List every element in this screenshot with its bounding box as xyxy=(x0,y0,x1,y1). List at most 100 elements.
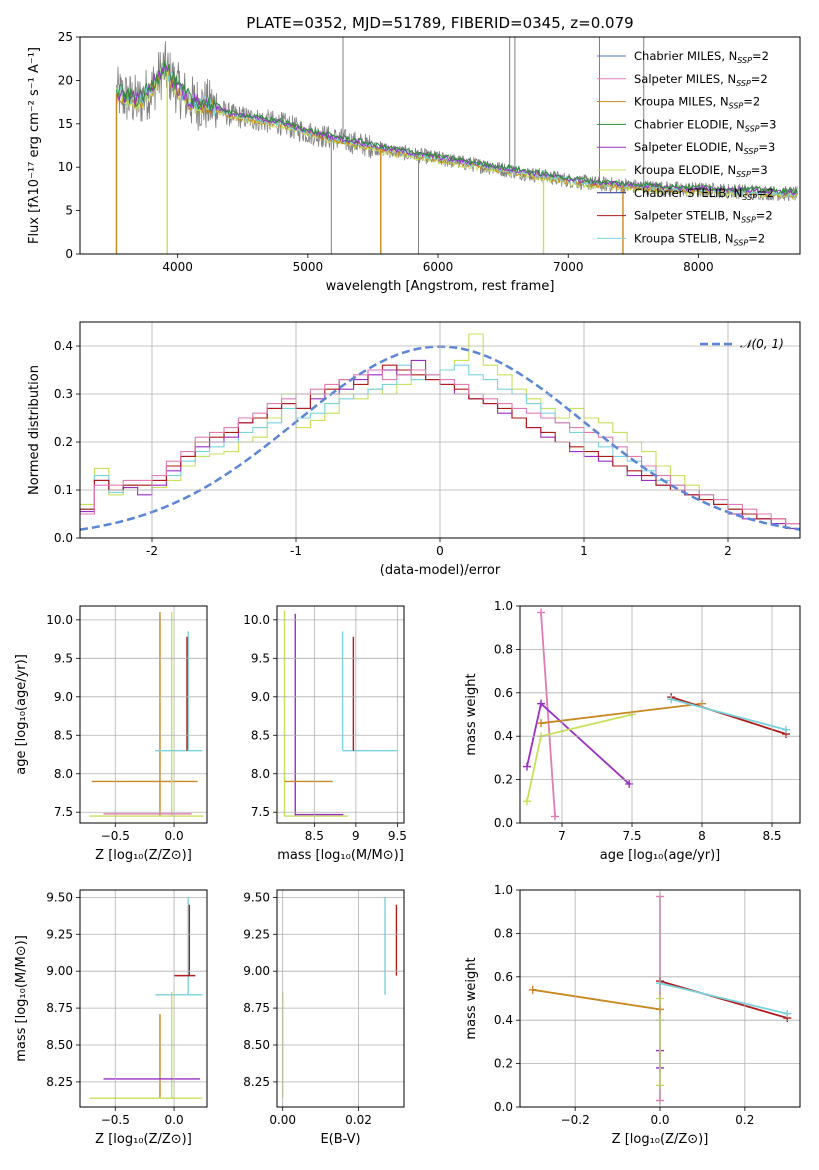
x-tick-label: 0.02 xyxy=(345,1113,372,1127)
x-axis-label: Z [log₁₀(Z/Z⊙)] xyxy=(95,1132,192,1147)
x-tick-label: 0.2 xyxy=(735,1113,754,1127)
x-tick-label: 9.5 xyxy=(388,829,407,843)
y-tick-label: 10 xyxy=(58,160,73,174)
y-tick-label: 9.00 xyxy=(46,964,73,978)
x-axis-label: wavelength [Angstrom, rest frame] xyxy=(326,279,555,294)
plot-area xyxy=(89,612,204,817)
y-tick-label: 9.0 xyxy=(251,690,270,704)
plot-frame xyxy=(79,36,801,255)
plot-area xyxy=(89,897,203,1099)
x-tick-label: 9 xyxy=(352,829,360,843)
legend-label-krou_elodie: Kroupa ELODIE, NSSP=3 xyxy=(634,163,768,179)
legend-suffix: =2 xyxy=(757,186,774,200)
y-tick-label: 0.2 xyxy=(54,435,73,449)
y-tick-label: 0.0 xyxy=(494,816,513,830)
legend-text: Kroupa STELIB, N xyxy=(634,231,734,245)
x-tick-label: 8000 xyxy=(683,260,714,274)
y-axis-label: mass weight xyxy=(464,957,479,1039)
legend-suffix: =2 xyxy=(748,231,765,245)
series-point-krou_stelib xyxy=(783,1009,792,1018)
chart-mass_vs_ebv: 0.00 0.02 8.25 8.50 8.75 9.00 9.25 9.50 E(B-V) xyxy=(243,889,405,1147)
series-line-salp_miles xyxy=(540,612,556,817)
legend-label-krou_stelib: Kroupa STELIB, NSSP=2 xyxy=(634,231,765,247)
series-line-krou_miles xyxy=(532,988,661,1011)
series-line-salp_elodie xyxy=(526,701,630,785)
chart-weight_vs_Z: −0.2 0.0 0.2 0.0 0.2 0.4 0.6 0.8 1.0 Z [log₁₀(Z/Z… xyxy=(464,883,801,1147)
legend-label-chab_stelib: Chabrier STELIB, NSSP=2 xyxy=(634,186,774,202)
series-line-krou_miles xyxy=(540,702,703,725)
legend-subscript: SSP xyxy=(744,147,759,156)
x-axis-label: Z [log₁₀(Z/Z⊙)] xyxy=(612,1132,709,1147)
x-tick-label: 0.00 xyxy=(269,1113,296,1127)
y-axis-label: Flux [fλ10⁻¹⁷ erg cm⁻² s⁻¹ A⁻¹] xyxy=(27,47,42,244)
y-tick-label: 0.2 xyxy=(494,1057,513,1071)
y-tick-label: 0.6 xyxy=(494,686,513,700)
x-tick-label: 8 xyxy=(698,829,706,843)
y-tick-label: 9.5 xyxy=(54,651,73,665)
x-tick-label: 1 xyxy=(580,544,588,558)
y-tick-label: 7.5 xyxy=(251,805,270,819)
chart-residuals: -2 -1 0 1 2 0.0 0.1 0.2 0.3 0.4 (data-model)/error… xyxy=(27,321,801,578)
spectrum-data-line xyxy=(116,41,798,202)
x-axis-label: mass [log₁₀(M/M⊙)] xyxy=(277,848,404,863)
y-tick-label: 9.00 xyxy=(243,964,270,978)
y-tick-label: 8.5 xyxy=(54,728,73,742)
legend-suffix: =3 xyxy=(751,163,768,177)
legend-suffix: =2 xyxy=(751,72,768,86)
x-tick-label: 7.5 xyxy=(622,829,641,843)
legend-text: Chabrier MILES, N xyxy=(634,49,737,63)
y-tick-label: 0.0 xyxy=(494,1100,513,1114)
y-axis-label: mass weight xyxy=(464,673,479,755)
y-tick-label: 20 xyxy=(58,73,73,87)
series-point-krou_elodie xyxy=(523,797,531,806)
x-tick-label: 6000 xyxy=(423,260,454,274)
y-tick-label: 0 xyxy=(65,247,73,261)
y-tick-label: 0.8 xyxy=(494,642,513,656)
series-line-krou_stelib xyxy=(659,982,788,1015)
series-line-salp_stelib xyxy=(659,980,788,1019)
y-tick-label: 0.6 xyxy=(494,970,513,984)
series-line-krou_elodie xyxy=(526,713,633,802)
x-axis-label: age [log₁₀(age/yr)] xyxy=(600,848,721,863)
legend-label-normal: 𝒩(0, 1) xyxy=(740,337,784,351)
x-tick-label: 8.5 xyxy=(305,829,324,843)
legend-text: Kroupa MILES, N xyxy=(634,95,729,109)
x-tick-label: 0 xyxy=(436,544,444,558)
chart-mass_vs_Z: −0.5 0.0 8.25 8.50 8.75 9.00 9.25 9.50 Z [log₁₀(… xyxy=(14,889,208,1147)
y-tick-label: 8.0 xyxy=(54,767,73,781)
y-tick-label: 8.75 xyxy=(243,1001,270,1015)
series-point-salp_elodie xyxy=(523,762,531,771)
y-tick-label: 9.25 xyxy=(46,927,73,941)
legend-label-krou_miles: Kroupa MILES, NSSP=2 xyxy=(634,95,760,111)
y-axis-label: age [log₁₀(age/yr)] xyxy=(14,654,29,775)
y-tick-label: 1.0 xyxy=(494,883,513,897)
y-tick-label: 9.0 xyxy=(54,690,73,704)
series-point-krou_miles xyxy=(528,985,537,994)
legend-subscript: SSP xyxy=(736,170,751,179)
legend-subscript: SSP xyxy=(742,193,757,202)
y-tick-label: 0.4 xyxy=(494,729,513,743)
y-tick-label: 8.0 xyxy=(251,767,270,781)
legend-label-chab_miles: Chabrier MILES, NSSP=2 xyxy=(634,49,769,65)
chart-age_vs_Z: −0.5 0.0 7.5 8.0 8.5 9.0 9.5 10.0 Z [log₁₀(Z/Z⊙)… xyxy=(14,605,208,863)
series-point-krou_miles xyxy=(537,719,545,728)
y-tick-label: 5 xyxy=(65,204,73,218)
plot-frame xyxy=(519,889,801,1108)
x-tick-label: −0.5 xyxy=(101,1113,130,1127)
x-tick-label: −0.5 xyxy=(101,829,130,843)
x-axis-label: E(B-V) xyxy=(320,1132,360,1147)
series-point-krou_stelib xyxy=(667,695,676,704)
legend-suffix: =2 xyxy=(743,95,760,109)
legend-text: Salpeter MILES, N xyxy=(634,72,736,86)
y-tick-label: 0.4 xyxy=(54,339,73,353)
legend-text: Salpeter STELIB, N xyxy=(634,209,741,223)
series-point-salp_elodie xyxy=(537,699,545,708)
chart-weight_vs_age: 7 7.5 8 8.5 0.0 0.2 0.4 0.6 0.8 1.0 age [log₁₀(age… xyxy=(464,599,801,863)
y-tick-label: 10.0 xyxy=(243,613,270,627)
legend-text: Salpeter ELODIE, N xyxy=(634,140,744,154)
y-tick-label: 8.50 xyxy=(243,1038,270,1052)
y-tick-label: 8.25 xyxy=(243,1075,270,1089)
y-tick-label: 8.50 xyxy=(46,1038,73,1052)
y-tick-label: 1.0 xyxy=(494,599,513,613)
histogram-salp_miles xyxy=(80,369,800,525)
